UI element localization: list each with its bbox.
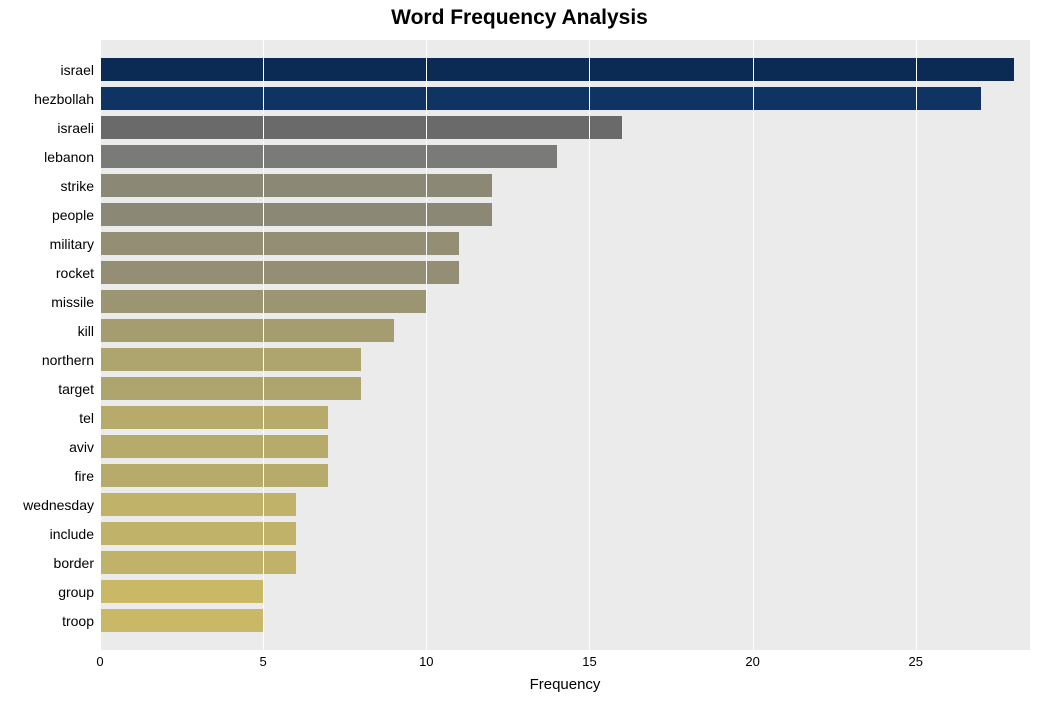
bar-row xyxy=(100,345,1030,374)
y-tick-label: lebanon xyxy=(44,149,94,165)
x-tick-label: 15 xyxy=(582,654,596,669)
y-tick-label: target xyxy=(58,381,94,397)
y-tick-label: aviv xyxy=(69,439,94,455)
bar xyxy=(100,493,296,516)
bar-row xyxy=(100,374,1030,403)
x-tick-label: 0 xyxy=(96,654,103,669)
y-tick-label: troop xyxy=(62,613,94,629)
x-tick-label: 25 xyxy=(909,654,923,669)
bar-row xyxy=(100,519,1030,548)
y-tick-label: include xyxy=(50,526,94,542)
y-tick-label: israeli xyxy=(57,120,94,136)
y-tick-label: israel xyxy=(61,62,94,78)
bar-row xyxy=(100,55,1030,84)
chart-title: Word Frequency Analysis xyxy=(0,6,1039,30)
bar xyxy=(100,609,263,632)
y-tick-label: group xyxy=(58,584,94,600)
y-tick-label: hezbollah xyxy=(34,91,94,107)
grid-line xyxy=(916,40,917,650)
x-tick-label: 10 xyxy=(419,654,433,669)
bar xyxy=(100,580,263,603)
y-tick-label: strike xyxy=(61,178,94,194)
bar-row xyxy=(100,432,1030,461)
bar xyxy=(100,145,557,168)
bar-row xyxy=(100,577,1030,606)
bar xyxy=(100,319,394,342)
y-tick-label: border xyxy=(54,555,94,571)
bar-row xyxy=(100,171,1030,200)
bar-row xyxy=(100,287,1030,316)
bar-row xyxy=(100,461,1030,490)
bar-row xyxy=(100,403,1030,432)
bar-row xyxy=(100,606,1030,635)
bar xyxy=(100,87,981,110)
bar xyxy=(100,464,328,487)
y-tick-label: fire xyxy=(75,468,94,484)
bar xyxy=(100,551,296,574)
grid-line xyxy=(753,40,754,650)
y-tick-label: rocket xyxy=(56,265,94,281)
grid-line xyxy=(589,40,590,650)
bar-row xyxy=(100,548,1030,577)
bar xyxy=(100,58,1014,81)
bar xyxy=(100,174,492,197)
plot-area: Frequency 0510152025 xyxy=(100,40,1030,650)
grid-line xyxy=(426,40,427,650)
bar xyxy=(100,116,622,139)
y-tick-label: tel xyxy=(79,410,94,426)
y-tick-label: people xyxy=(52,207,94,223)
bar-row xyxy=(100,229,1030,258)
bars-layer xyxy=(100,40,1030,650)
y-tick-label: wednesday xyxy=(23,497,94,513)
y-tick-label: kill xyxy=(78,323,94,339)
bar-row xyxy=(100,84,1030,113)
bar xyxy=(100,232,459,255)
bar xyxy=(100,203,492,226)
word-frequency-chart: Word Frequency Analysis Frequency 051015… xyxy=(0,0,1039,701)
x-tick-label: 5 xyxy=(260,654,267,669)
bar xyxy=(100,406,328,429)
bar-row xyxy=(100,490,1030,519)
x-axis-title: Frequency xyxy=(100,676,1030,693)
y-tick-label: military xyxy=(50,236,94,252)
bar-row xyxy=(100,142,1030,171)
y-tick-label: northern xyxy=(42,352,94,368)
bar xyxy=(100,261,459,284)
x-tick-label: 20 xyxy=(745,654,759,669)
grid-line xyxy=(100,40,101,650)
bar-row xyxy=(100,316,1030,345)
bar-row xyxy=(100,113,1030,142)
bar xyxy=(100,377,361,400)
y-tick-label: missile xyxy=(51,294,94,310)
bar xyxy=(100,435,328,458)
bar-row xyxy=(100,258,1030,287)
grid-line xyxy=(263,40,264,650)
bar xyxy=(100,348,361,371)
bar xyxy=(100,522,296,545)
bar-row xyxy=(100,200,1030,229)
